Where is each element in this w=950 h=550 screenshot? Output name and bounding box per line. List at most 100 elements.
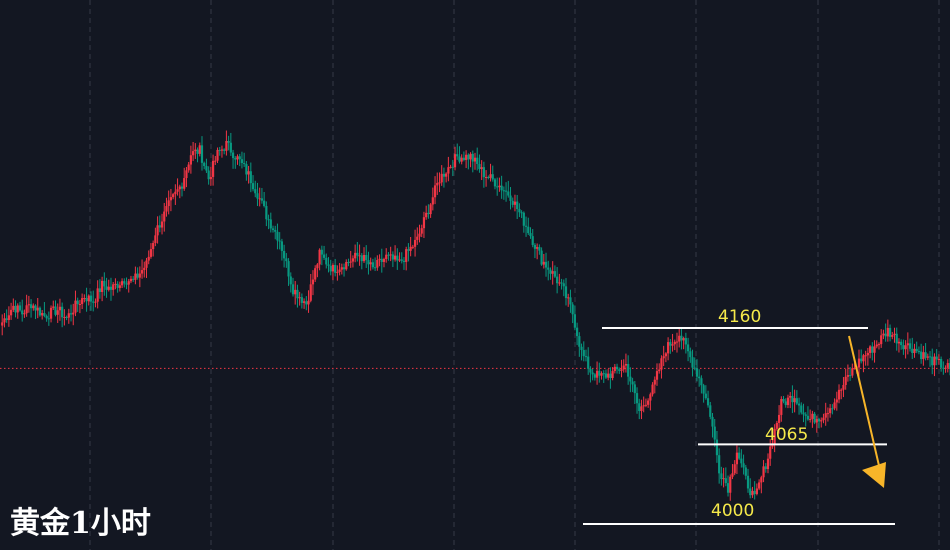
candle — [229, 132, 232, 156]
candle — [23, 309, 26, 318]
candle — [391, 251, 394, 268]
candle-body — [620, 369, 623, 371]
candle — [797, 397, 801, 415]
candle-body — [862, 355, 865, 362]
candle-body — [362, 255, 366, 262]
candle — [12, 298, 15, 312]
candle-body — [227, 141, 230, 143]
candle — [911, 337, 914, 360]
candle-body — [23, 313, 26, 315]
candle-body — [576, 327, 579, 337]
candle-body — [36, 307, 39, 311]
candle — [236, 154, 239, 165]
candle-body — [49, 307, 53, 319]
candle-body — [611, 371, 614, 378]
candle — [276, 223, 279, 250]
candle-body — [868, 346, 872, 353]
candle — [658, 363, 661, 374]
candle-body — [662, 356, 665, 359]
candle — [451, 159, 454, 177]
candle — [125, 277, 128, 290]
candle-body — [78, 303, 82, 305]
candle — [351, 255, 355, 268]
candle — [908, 338, 912, 352]
candle-body — [160, 221, 164, 228]
candle-body — [112, 284, 115, 290]
candle-body — [849, 375, 852, 377]
candle-body — [61, 306, 64, 318]
candle — [904, 340, 907, 359]
candle — [318, 248, 321, 271]
candle-body — [129, 278, 133, 282]
support-resistance-levels: 4160 4065 4000 — [583, 307, 895, 525]
candle — [362, 247, 366, 263]
candle-body — [567, 297, 570, 299]
candle — [267, 214, 270, 230]
candle-body — [458, 156, 461, 162]
candle — [718, 448, 721, 484]
candle-body — [682, 338, 685, 341]
candle — [183, 167, 186, 191]
candle — [609, 367, 612, 389]
candle-body — [671, 344, 674, 346]
candle — [846, 364, 849, 382]
candle — [27, 295, 30, 313]
candle — [873, 340, 876, 363]
candle — [356, 241, 359, 262]
candle-body — [529, 233, 532, 237]
candle-body — [935, 356, 938, 360]
candle — [467, 153, 470, 170]
candle — [484, 170, 488, 187]
candle — [913, 343, 916, 358]
candle — [498, 177, 501, 192]
candle-body — [695, 368, 699, 377]
candle-body — [336, 271, 339, 273]
candle-body — [553, 271, 557, 277]
candle-body — [489, 174, 492, 178]
candle — [806, 406, 810, 421]
candle-body — [500, 185, 503, 191]
candle — [418, 224, 421, 243]
candle — [502, 186, 505, 200]
candle — [673, 339, 676, 351]
candle-body — [880, 335, 883, 345]
candle-body — [589, 368, 592, 373]
candle-body — [105, 286, 108, 290]
candle-body — [582, 350, 585, 357]
candle-body — [285, 258, 288, 262]
candle-body — [400, 259, 403, 261]
candle — [764, 463, 767, 473]
candle-body — [766, 458, 770, 470]
candle — [773, 424, 776, 453]
candle-body — [507, 191, 510, 196]
candle-body — [844, 376, 847, 385]
candle-body — [158, 225, 161, 228]
candle — [755, 483, 758, 496]
candle — [726, 475, 730, 497]
candle-body — [322, 254, 326, 258]
candle-body — [655, 371, 659, 380]
candle-body — [96, 288, 99, 302]
candle-body — [742, 463, 745, 468]
candle-body — [189, 155, 192, 165]
candle — [800, 402, 803, 415]
candle-body — [127, 281, 130, 285]
candle — [598, 362, 601, 383]
candle-body — [888, 327, 892, 337]
candle — [580, 343, 583, 361]
candle-body — [786, 397, 790, 406]
level-label-4160: 4160 — [718, 307, 761, 327]
candle — [544, 252, 548, 277]
candle — [160, 213, 164, 235]
candle — [840, 388, 843, 400]
candle — [786, 394, 790, 409]
candle — [69, 304, 73, 322]
candle-body — [34, 305, 37, 311]
candle-body — [762, 466, 765, 478]
candle — [367, 251, 370, 275]
candle — [504, 182, 508, 202]
candle — [684, 332, 687, 354]
candle-body — [251, 183, 255, 190]
candle-body — [21, 310, 24, 315]
